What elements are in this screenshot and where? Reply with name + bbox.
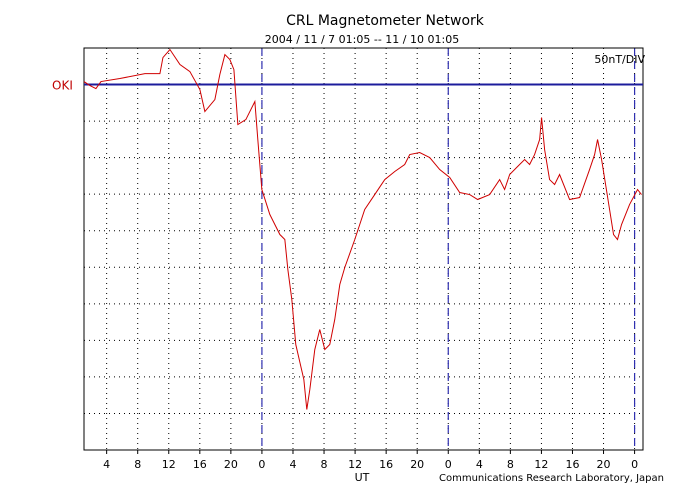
chart-subtitle: 2004 / 11 / 7 01:05 -- 11 / 10 01:05 xyxy=(265,33,459,46)
x-tick-label: 4 xyxy=(103,458,110,471)
x-tick-label: 12 xyxy=(162,458,176,471)
x-tick-label: 4 xyxy=(289,458,296,471)
x-tick-label: 20 xyxy=(410,458,424,471)
x-tick-label: 0 xyxy=(258,458,265,471)
plot-frame xyxy=(83,47,644,451)
x-tick-label: 16 xyxy=(379,458,393,471)
x-tick-label: 8 xyxy=(134,458,141,471)
x-tick-label: 8 xyxy=(507,458,514,471)
data-line xyxy=(83,48,642,410)
scale-label: 50nT/DIV xyxy=(594,53,645,66)
x-tick-label: 12 xyxy=(348,458,362,471)
x-tick-label: 4 xyxy=(476,458,483,471)
x-tick-label: 0 xyxy=(631,458,638,471)
x-tick-label: 16 xyxy=(565,458,579,471)
x-axis-label: UT xyxy=(355,471,370,484)
x-tick-label: 16 xyxy=(193,458,207,471)
credit: Communications Research Laboratory, Japa… xyxy=(439,473,664,484)
x-tick-label: 8 xyxy=(321,458,328,471)
x-tick-label: 20 xyxy=(224,458,238,471)
x-tick-label: 12 xyxy=(534,458,548,471)
x-tick-label: 0 xyxy=(445,458,452,471)
x-tick-label: 20 xyxy=(597,458,611,471)
chart-title: CRL Magnetometer Network xyxy=(286,13,485,29)
station-label: OKI xyxy=(52,79,73,93)
